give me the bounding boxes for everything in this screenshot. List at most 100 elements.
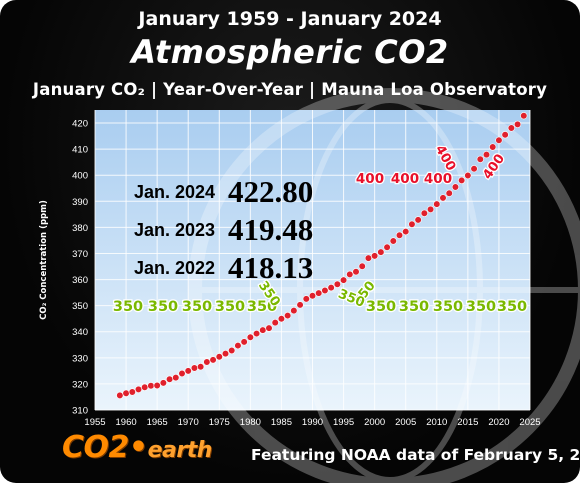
data-point	[520, 112, 528, 120]
data-point	[197, 363, 205, 371]
data-point	[221, 350, 230, 358]
y-tick-label: 310	[72, 406, 88, 417]
data-point	[451, 183, 460, 191]
x-tick-label: 1980	[240, 417, 261, 428]
callout-label: Jan. 2024	[134, 182, 215, 202]
data-point	[141, 383, 149, 391]
data-point	[271, 319, 279, 327]
x-tick-label: 1965	[147, 417, 168, 428]
x-tick-label: 2025	[519, 417, 540, 428]
data-point	[445, 189, 453, 197]
data-point	[433, 200, 441, 208]
data-point	[296, 301, 304, 309]
data-point	[215, 353, 223, 361]
x-tick-label: 2015	[457, 417, 478, 428]
data-point	[402, 227, 410, 236]
data-point	[339, 276, 348, 284]
threshold-400-label: 400	[424, 171, 452, 187]
callout-value: 422.80	[228, 174, 313, 209]
threshold-350-label: 350	[247, 299, 277, 315]
data-point	[116, 391, 124, 399]
data-point	[147, 382, 155, 390]
data-point	[358, 262, 366, 270]
data-point	[507, 124, 515, 132]
data-credit: Featuring NOAA data of February 5, 2024	[251, 446, 580, 464]
threshold-350-label: 350	[182, 299, 212, 315]
logo-dot: •	[128, 430, 148, 465]
x-tick-label: 1985	[271, 417, 292, 428]
threshold-350-label: 350	[466, 299, 496, 315]
x-tick-label: 1960	[116, 417, 137, 428]
x-tick-label: 2000	[364, 417, 385, 428]
data-point	[315, 289, 323, 297]
data-point	[252, 329, 261, 338]
data-point	[414, 216, 422, 224]
globe-outline	[188, 88, 580, 483]
threshold-350-label: 350	[399, 299, 429, 315]
globe-watermark	[188, 88, 580, 483]
data-point	[395, 231, 404, 239]
data-point	[513, 120, 522, 128]
threshold-350-label: 350	[113, 299, 143, 315]
data-point	[482, 151, 491, 159]
data-point	[464, 171, 472, 180]
data-point	[209, 356, 217, 364]
y-tick-label: 370	[72, 249, 88, 260]
data-point	[277, 315, 286, 323]
y-tick-label: 410	[72, 145, 88, 156]
threshold-350-label: 350	[497, 299, 527, 315]
data-point	[489, 143, 497, 151]
subtitle: January CO₂ | Year-Over-Year | Mauna Loa…	[32, 80, 548, 99]
threshold-400-label: 400	[356, 171, 384, 187]
y-tick-label: 380	[72, 223, 88, 234]
x-tick-label: 1955	[84, 417, 105, 428]
y-tick-label: 350	[72, 301, 88, 312]
data-point	[228, 346, 236, 355]
data-point	[321, 286, 329, 295]
data-point	[408, 220, 416, 228]
callout-label: Jan. 2022	[134, 258, 215, 278]
data-point	[178, 369, 186, 378]
callout-value: 419.48	[228, 212, 313, 247]
threshold-350-label: 350	[148, 299, 178, 315]
data-point	[420, 209, 428, 217]
y-tick-label: 390	[72, 197, 88, 208]
y-axis-label: CO₂ Concentration (ppm)	[39, 200, 49, 320]
y-tick-label: 400	[72, 171, 88, 182]
data-point	[165, 375, 174, 383]
date-range: January 1959 - January 2024	[138, 8, 442, 30]
data-point	[426, 205, 435, 213]
data-point	[122, 389, 130, 397]
data-point	[371, 252, 379, 260]
data-point	[265, 324, 273, 332]
y-tick-label: 320	[72, 379, 88, 390]
data-point	[203, 358, 211, 366]
data-point	[383, 243, 391, 251]
logo-main: CO2	[62, 430, 129, 465]
globe-meridian	[297, 97, 483, 483]
data-point	[284, 311, 292, 320]
data-point	[172, 374, 180, 382]
data-point	[476, 155, 484, 163]
callout-value: 418.13	[228, 250, 313, 285]
data-point	[352, 268, 360, 276]
threshold-400-label: 400	[391, 171, 419, 187]
x-tick-label: 2010	[426, 417, 447, 428]
data-point	[190, 364, 199, 372]
callout-label: Jan. 2023	[134, 220, 215, 240]
data-point	[377, 248, 385, 256]
x-tick-label: 1970	[178, 417, 199, 428]
x-tick-label: 1995	[333, 417, 354, 428]
y-tick-label: 420	[72, 119, 88, 130]
threshold-350-label: 350	[433, 299, 463, 315]
data-point	[389, 237, 397, 245]
data-point	[439, 194, 447, 202]
co2-earth-logo: CO2•earth	[62, 430, 212, 465]
logo-earth: earth	[147, 438, 213, 463]
data-point	[246, 333, 254, 341]
data-point	[501, 131, 509, 139]
data-point	[495, 136, 503, 144]
threshold-350-label: 350	[215, 299, 245, 315]
